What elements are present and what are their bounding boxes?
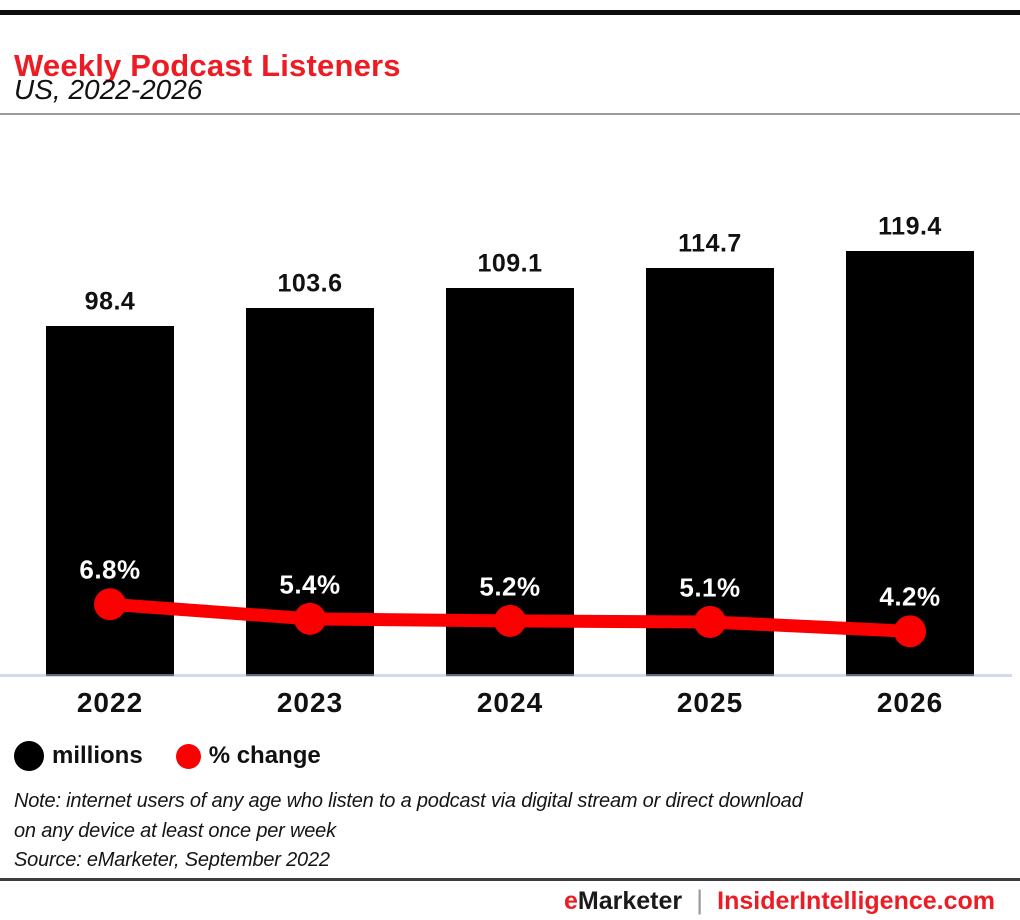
x-axis-line	[0, 674, 1012, 677]
note-text-line-1: Note: internet users of any age who list…	[14, 790, 803, 812]
bar-2023	[246, 307, 374, 676]
page-title: Weekly Podcast Listeners	[14, 47, 401, 83]
x-axis-label-2026: 2026	[876, 687, 944, 718]
insider-intelligence-link[interactable]: InsiderIntelligence.com	[717, 887, 995, 915]
x-axis-label-2024: 2024	[476, 687, 544, 718]
percent-label-2023: 5.4%	[279, 569, 341, 600]
bar-value-label-2024: 109.1	[477, 249, 543, 278]
bar-value-label-2022: 98.4	[84, 287, 136, 316]
percent-label-2024: 5.2%	[479, 571, 541, 602]
percent-label-2025: 5.1%	[679, 572, 741, 603]
legend-item-percent-change: % change	[175, 742, 321, 770]
note-text-line-2: on any device at least once per week	[14, 820, 336, 842]
footer-rule	[0, 878, 1020, 881]
percent-label-2026: 4.2%	[879, 581, 941, 612]
millions-legend-dot-icon	[14, 741, 44, 771]
footer-separator: |	[696, 885, 704, 915]
bar-2022	[46, 326, 174, 676]
x-axis-label-2025: 2025	[676, 687, 744, 718]
chart-legend: millions % change	[14, 741, 321, 771]
x-axis-label-2022: 2022	[76, 687, 144, 718]
bar-value-label-2023: 103.6	[277, 269, 343, 297]
emarketer-logo-rest: Marketer	[577, 887, 683, 915]
page-subtitle: US, 2022-2026	[14, 74, 203, 105]
emarketer-logo-e: e	[563, 887, 578, 915]
bar-line-chart: 98.4 6.8% 2022 103.6 5.4% 2023 109.1 5.2% 2024 11…	[0, 212, 1012, 718]
percent-change-legend-dot-icon	[175, 743, 201, 769]
bar-2025	[646, 268, 774, 676]
bar-value-label-2026: 119.4	[878, 212, 942, 241]
percent-label-2022: 6.8%	[79, 554, 141, 585]
emarketer-logo: eMarketer	[564, 887, 682, 916]
legend-label-millions: millions	[52, 742, 143, 769]
footer: eMarketer | InsiderIntelligence.com	[564, 885, 995, 916]
top-rule	[0, 10, 1020, 15]
bar-2024	[446, 287, 574, 676]
header-divider	[0, 113, 1020, 115]
legend-item-millions: millions	[14, 741, 143, 771]
legend-label-percent-change: % change	[208, 742, 321, 769]
source-text: Source: eMarketer, September 2022	[14, 849, 330, 871]
bar-value-label-2025: 114.7	[678, 229, 742, 258]
x-axis-label-2023: 2023	[276, 687, 344, 718]
